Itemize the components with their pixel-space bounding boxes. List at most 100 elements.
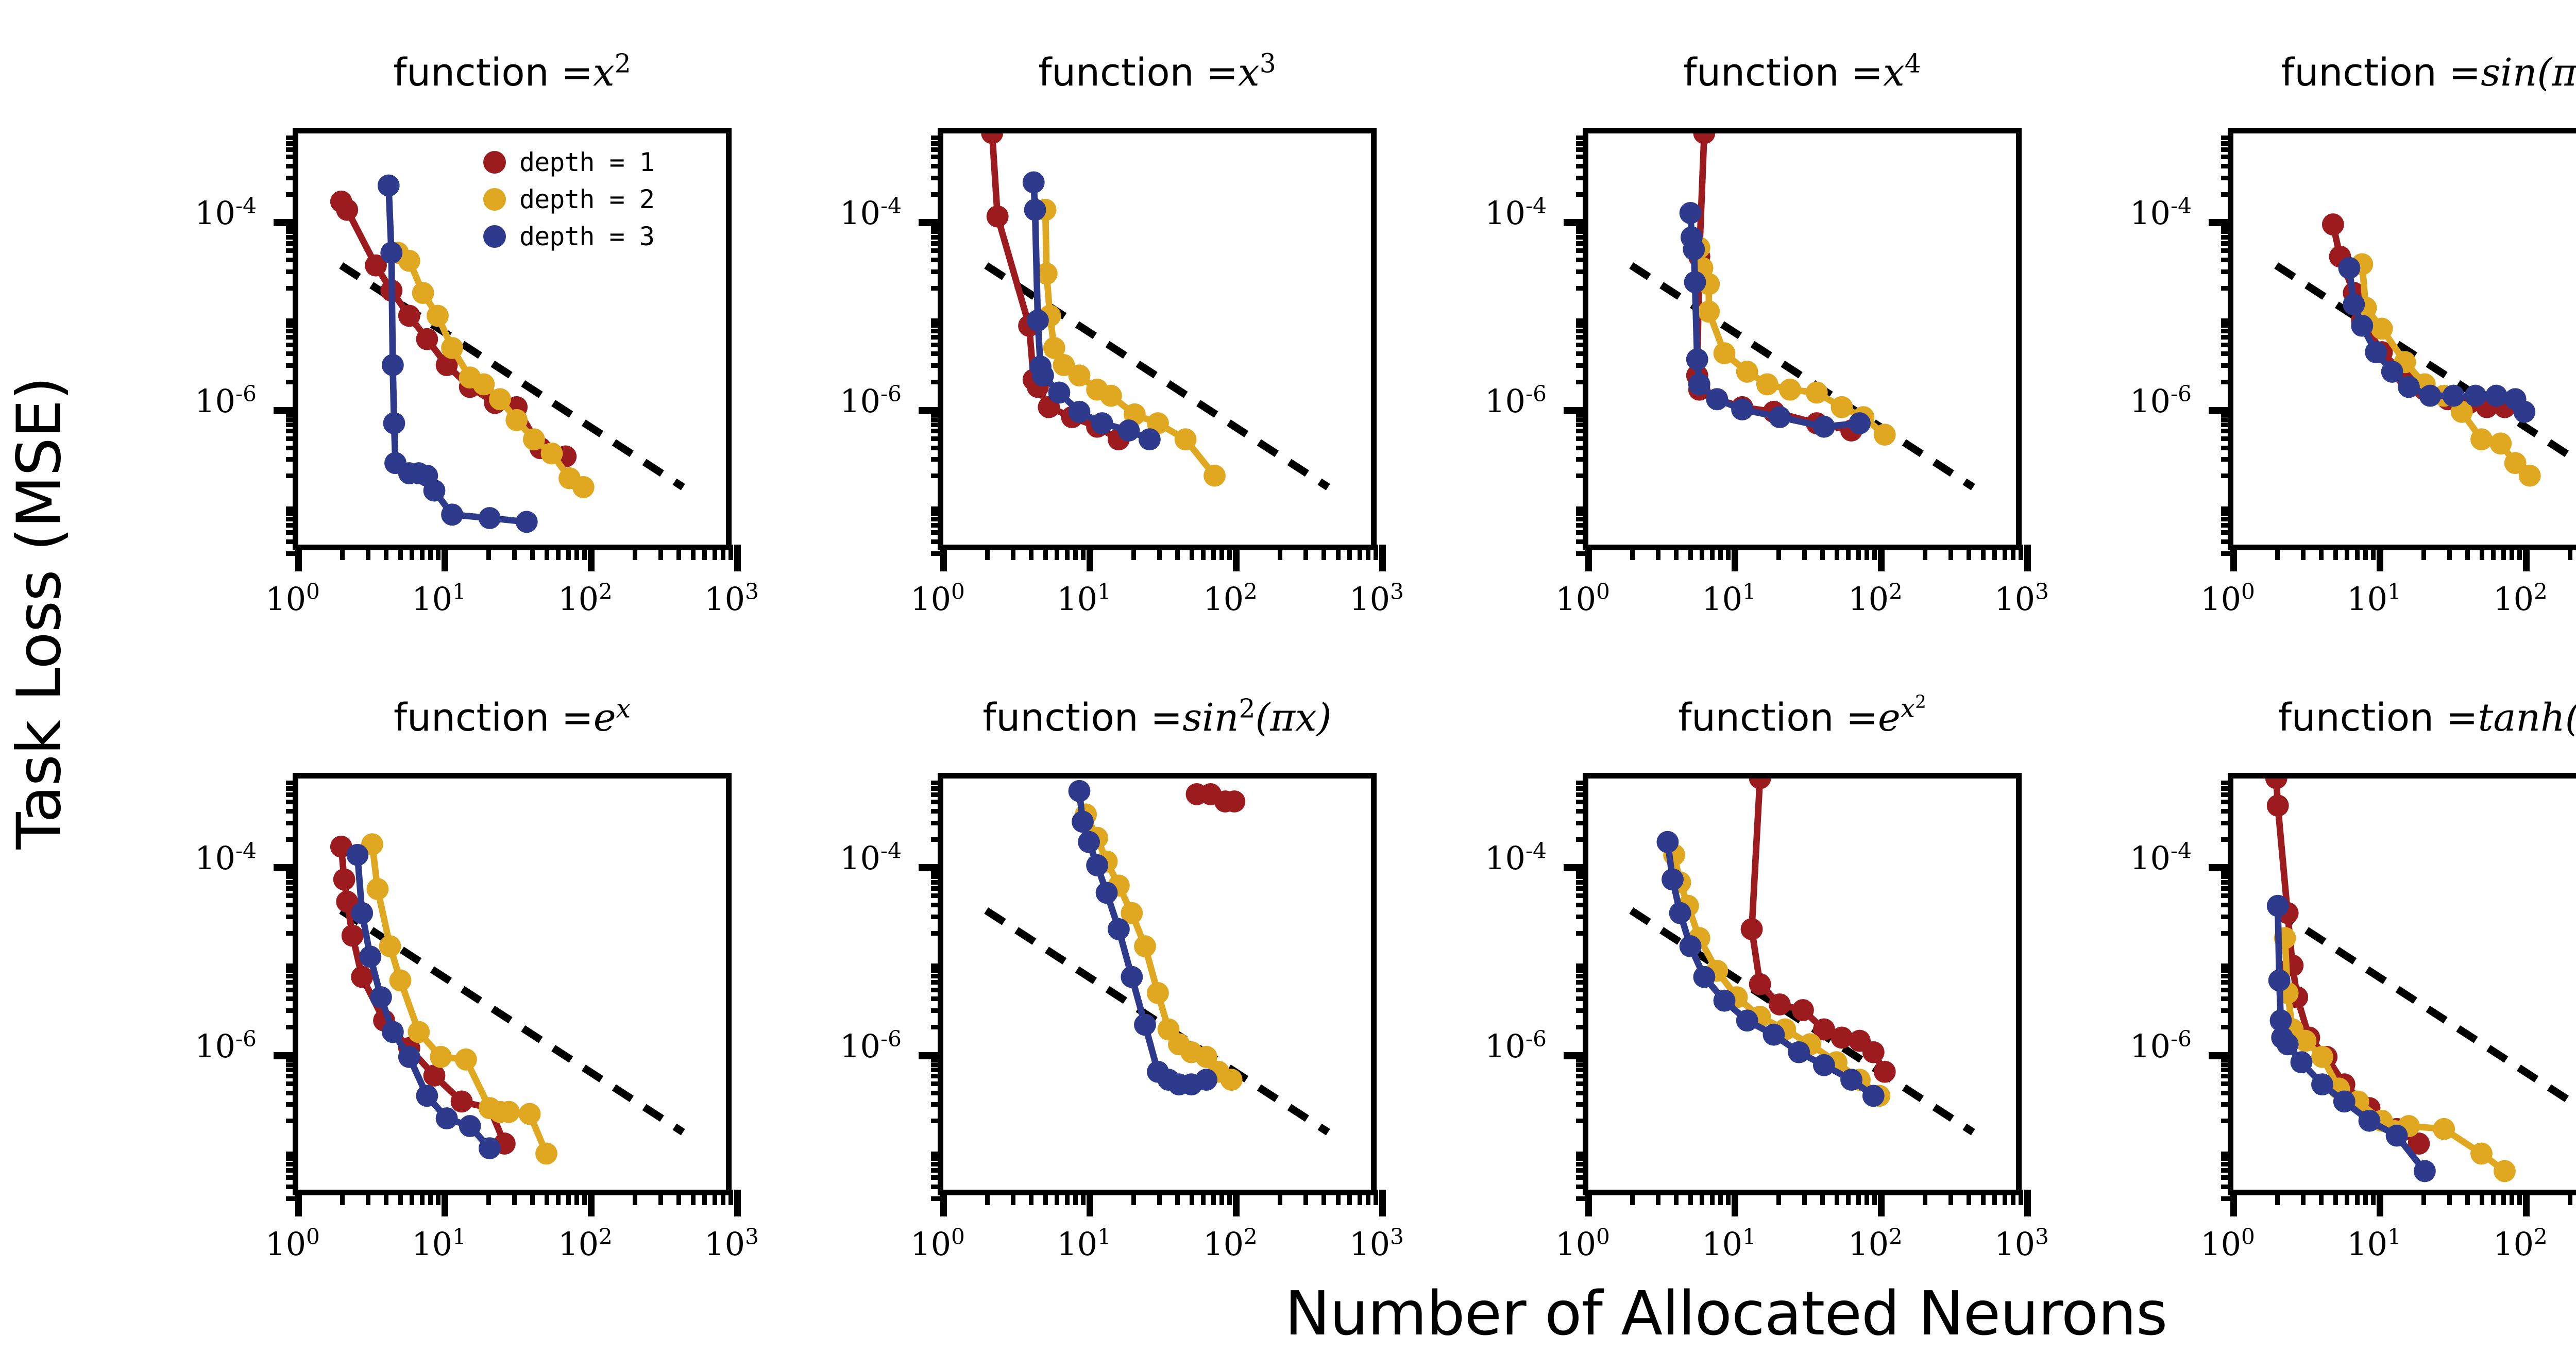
x-tick-mark [2522,545,2530,571]
x-tick-mark [2509,1190,2514,1205]
panel-1: function =x3 10-4 10-6 100 101 102 103 [768,50,1413,648]
y-tick-mark [1576,1074,1588,1079]
y-tick-mark [286,323,298,328]
x-tick-mark [419,545,425,560]
y-tick-mark [2221,412,2233,417]
series-marker [1693,133,1716,144]
x-tick-mark [1365,1190,1370,1205]
x-tick-mark [398,545,403,560]
y-tick-mark [1576,516,1588,521]
x-tick-mark [1872,545,1877,560]
x-tick-mark [1227,545,1232,560]
x-tick-mark [1277,1190,1282,1205]
y-tick-mark [1576,792,1588,797]
plot-area-3 [2209,128,2576,571]
y-tick-label-1: 10-6 [840,380,902,420]
reference-line [339,907,685,1136]
y-tick-mark [2221,931,2233,936]
x-tick-mark [2319,1190,2324,1205]
series-canvas-3 [2274,213,2576,487]
y-tick-mark [2221,516,2233,521]
y-tick-mark [286,963,298,969]
plot-area-0 [274,128,741,571]
x-tick-mark [691,545,696,560]
x-tick-mark [1846,545,1851,560]
x-tick-mark [2491,545,2496,560]
series-canvas-6 [984,780,1330,1136]
y-tick-mark [931,551,943,556]
series-marker [1749,779,1771,789]
x-tick-mark [1373,545,1378,560]
series-marker [381,354,404,376]
series-marker [351,902,374,924]
x-tick-label-1: 101 [1702,1224,1756,1263]
y-tick-mark [1576,539,1588,544]
y-tick-mark [931,974,943,979]
series-marker [2419,384,2442,407]
series-marker [1688,373,1710,396]
x-tick-mark [582,1190,587,1205]
x-tick-mark [1043,1190,1048,1205]
x-tick-mark [2301,545,2306,560]
y-tick-mark [931,539,943,544]
y-tick-mark [286,516,298,521]
x-tick-mark [1630,545,1635,560]
y-tick-mark [286,258,298,263]
plot-area-2 [1564,128,2031,571]
y-tick-mark [286,1057,298,1062]
y-tick-mark [931,318,943,324]
y-tick-mark [931,530,943,535]
series-marker [333,868,355,891]
legend-item-2[interactable]: depth = 3 [483,222,655,251]
series-canvas-8 [2265,779,2576,1182]
x-tick-mark [1688,1190,1693,1205]
x-tick-mark [1073,545,1078,560]
series-marker [1736,361,1758,383]
legend-item-1[interactable]: depth = 2 [483,184,655,214]
legend-item-0[interactable]: depth = 1 [483,147,655,177]
y-tick-mark [1564,219,1588,227]
y-tick-mark [1576,329,1588,334]
series-marker [1204,464,1226,487]
x-tick-label-1: 101 [1702,579,1756,618]
x-tick-mark [2421,1190,2426,1205]
y-tick-mark [2221,241,2233,246]
y-tick-mark [286,429,298,434]
x-tick-mark [2002,1190,2007,1205]
x-tick-mark [658,545,663,560]
y-tick-label-0: 10-4 [840,838,902,877]
y-tick-mark [931,1151,943,1156]
series-marker [1831,396,1853,418]
x-tick-label-2: 102 [2493,1224,2548,1263]
x-tick-mark [2567,1190,2572,1205]
x-tick-mark [1157,545,1162,560]
x-tick-mark [985,545,990,560]
y-tick-mark [931,931,943,936]
y-tick-mark [286,155,298,160]
y-tick-mark [2221,914,2233,919]
x-tick-mark [632,545,637,560]
y-tick-mark [2221,269,2233,274]
series-marker [365,254,387,277]
y-tick-mark [919,219,943,227]
y-tick-mark [931,429,943,434]
series-marker [398,305,420,327]
y-tick-mark [2221,530,2233,535]
x-tick-mark [428,545,433,560]
series-marker [380,242,403,264]
x-tick-mark [1211,1190,1216,1205]
series-marker [515,511,538,533]
series-marker [1656,831,1679,853]
x-tick-label-1: 101 [412,579,466,618]
y-tick-mark [2221,869,2233,874]
y-tick-mark [286,445,298,450]
y-tick-mark [286,539,298,544]
y-tick-mark [931,1008,943,1013]
series-marker [1031,364,1054,387]
x-tick-mark [712,1190,717,1205]
y-tick-mark [2221,417,2233,422]
x-tick-mark [1674,1190,1679,1205]
series-marker [2343,293,2365,316]
x-tick-mark [545,545,549,560]
panel-title-1: function =x3 [1038,48,1276,95]
